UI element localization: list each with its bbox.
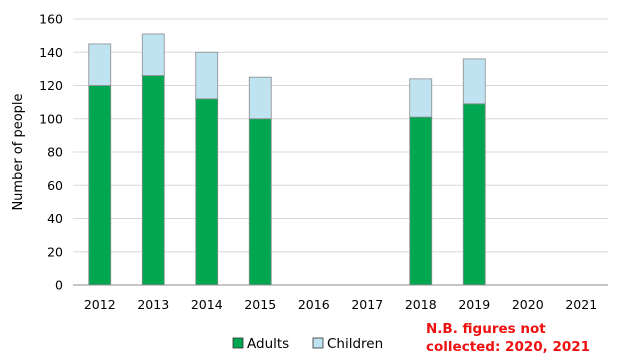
y-tick-label: 100 [39,111,63,126]
bar-children-2013 [141,33,165,76]
bar-adults-2012 [88,85,112,286]
y-tick-label: 60 [47,178,63,193]
bar-children-2019 [462,58,486,105]
y-tick-label: 160 [39,12,63,27]
note-line: collected: 2020, 2021 [426,339,590,355]
y-tick-labels: 0 20 40 60 80 100 120 140 160 [39,12,63,293]
x-tick-label: 2015 [244,297,276,312]
bar-children-2014 [195,51,219,100]
legend-label-adults: Adults [247,336,289,352]
bar-children-2012 [88,43,112,86]
x-tick-label: 2021 [565,297,597,312]
note-annotation: N.B. figures not collected: 2020, 2021 [426,321,590,355]
note-line: N.B. figures not [426,321,546,337]
y-tick-label: 80 [47,145,63,160]
x-tick-label: 2012 [84,297,116,312]
bar-adults-2014 [195,98,219,286]
y-tick-label: 0 [55,278,63,293]
bar-children-2015 [248,76,272,120]
legend: Adults Children [232,336,383,352]
y-tick-label: 120 [39,78,63,93]
bar-adults-2015 [248,118,272,286]
y-tick-label: 140 [39,45,63,60]
y-axis-label: Number of people [11,93,26,210]
x-tick-label: 2019 [458,297,490,312]
bar-adults-2013 [141,75,165,286]
y-tick-label: 40 [47,211,63,226]
x-tick-label: 2018 [405,297,437,312]
legend-swatch-children [312,337,324,349]
bar-adults-2019 [462,103,486,286]
legend-swatch-adults [232,337,244,349]
x-tick-label: 2016 [298,297,330,312]
bar-adults-2018 [409,116,433,286]
legend-label-children: Children [327,336,383,352]
x-tick-label: 2017 [351,297,383,312]
bars [88,33,486,286]
x-tick-label: 2014 [191,297,223,312]
y-tick-label: 20 [47,244,63,259]
bar-children-2018 [409,78,433,118]
x-tick-labels: 2012 2013 2014 2015 2016 2017 2018 2019 2020 2021 [84,297,597,312]
x-tick-label: 2020 [512,297,544,312]
x-tick-label: 2013 [137,297,169,312]
